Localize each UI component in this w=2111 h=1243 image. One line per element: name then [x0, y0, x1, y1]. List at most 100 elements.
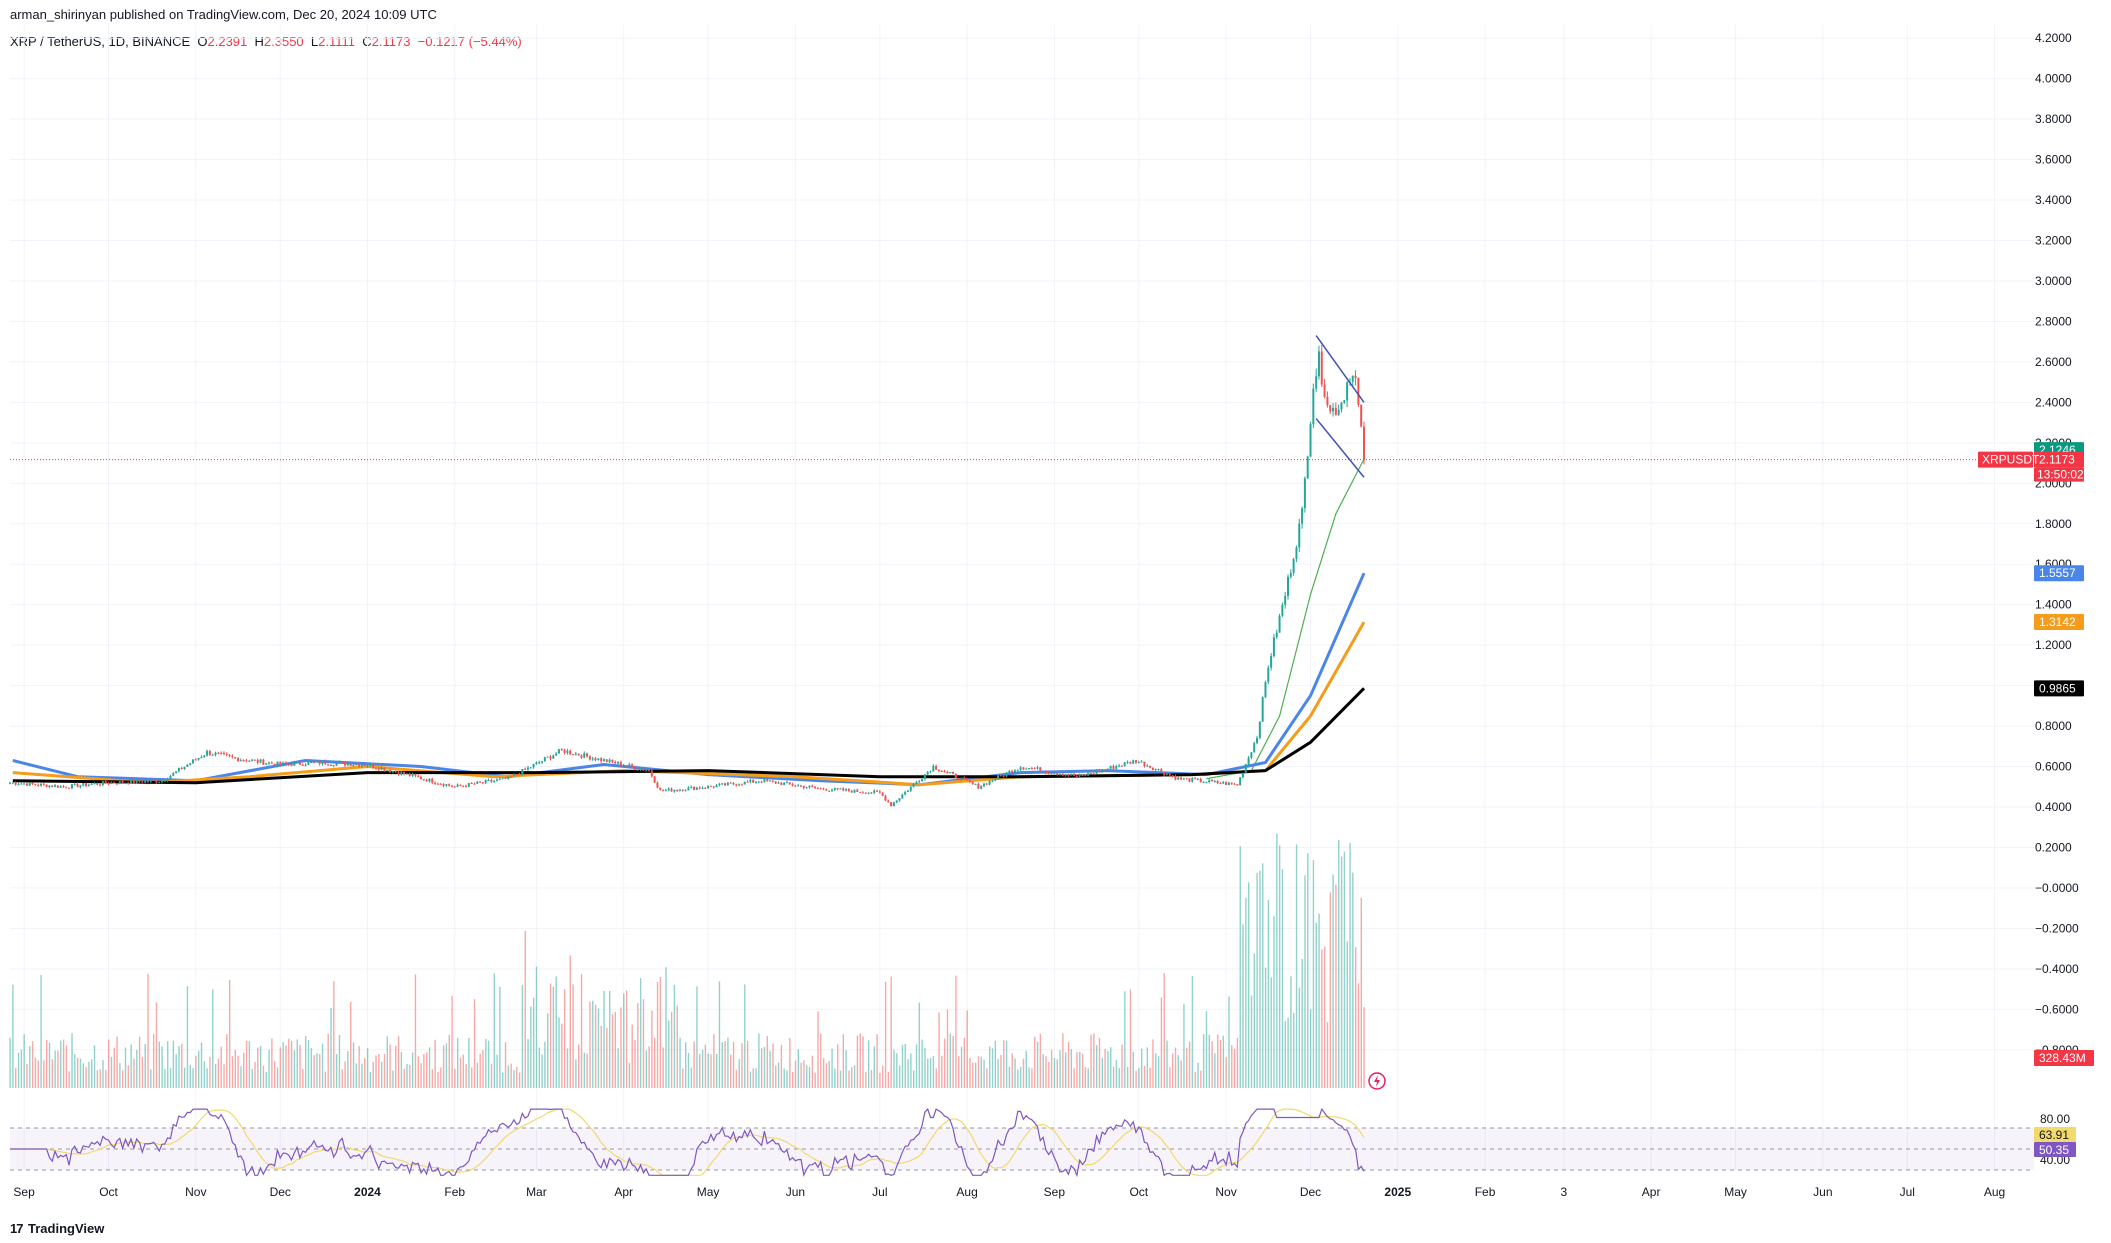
volume-bar: [1326, 1022, 1329, 1088]
candle-body: [431, 778, 434, 783]
volume-bar: [1056, 1059, 1058, 1088]
candle-body: [155, 780, 158, 783]
candle-body: [693, 786, 696, 790]
volume-bar: [983, 1059, 985, 1088]
volume-bar: [324, 1071, 327, 1088]
tradingview-logo[interactable]: 17 TradingView: [10, 1221, 104, 1236]
wedge-trendlines[interactable]: [1315, 335, 1365, 478]
candle-body: [923, 774, 926, 780]
candle-body: [222, 752, 225, 754]
candle-body: [93, 783, 96, 785]
candle-body: [39, 783, 42, 786]
candle-body: [1194, 778, 1197, 780]
candle-body: [937, 769, 940, 772]
candle-body: [1329, 405, 1332, 412]
candle-body: [341, 761, 344, 763]
volume-bar: [465, 1063, 467, 1088]
candle-body: [847, 789, 850, 791]
volume-bar: [186, 986, 189, 1088]
candle-body: [9, 782, 11, 784]
volume-bar: [282, 1042, 284, 1088]
volume-bar: [896, 1053, 898, 1088]
price-candles[interactable]: [9, 344, 1365, 807]
volume-bar: [820, 1033, 822, 1088]
candle-body: [816, 787, 819, 789]
volume-bar: [814, 1072, 816, 1088]
candle-body: [17, 784, 20, 786]
volume-bar: [17, 1052, 20, 1088]
volume-bar: [1031, 1068, 1033, 1088]
candle-body: [991, 780, 994, 782]
candle-body: [602, 759, 605, 762]
price-axis[interactable]: 4.2000 4.0000 3.8000 3.6000 3.4000 3.2000 3.00…: [2035, 31, 2079, 1167]
volume-bar: [189, 1064, 191, 1088]
price-tag: [2034, 680, 2084, 697]
volume-bar: [1197, 1062, 1199, 1088]
time-axis[interactable]: Sep Oct Nov Dec 2024 Feb Mar Apr May Jun Jul Aug Sep…: [13, 1185, 2005, 1199]
candle-body: [293, 762, 296, 766]
candle-body: [45, 784, 48, 788]
volume-bar: [355, 1063, 358, 1088]
volume-bar: [738, 1058, 740, 1088]
candle-body: [79, 785, 82, 788]
candle-body: [228, 754, 231, 756]
volume-bar: [1115, 1059, 1118, 1088]
volume-bar: [837, 1044, 839, 1088]
candle-body: [200, 757, 203, 759]
volume-bar: [214, 1063, 217, 1088]
candle-body: [580, 755, 583, 758]
volume-bar: [887, 1071, 890, 1088]
price-tick-label: 1.4000: [2035, 598, 2072, 612]
candle-body: [1298, 523, 1301, 548]
volume-bar: [1090, 1034, 1092, 1088]
volume-bar: [504, 1042, 507, 1088]
volume-bar: [133, 1058, 135, 1088]
volume-bar: [150, 1069, 152, 1088]
candle-body: [856, 789, 859, 792]
wedge-line-2[interactable]: [1315, 418, 1365, 478]
volume-bar: [54, 1050, 56, 1088]
volume-bar: [400, 1052, 403, 1088]
candle-body: [963, 777, 966, 779]
wedge-line-1[interactable]: [1315, 335, 1365, 403]
volume-bar: [1067, 1042, 1070, 1088]
candle-body: [507, 776, 510, 779]
candle-body: [217, 752, 220, 754]
candle-body: [51, 785, 54, 787]
candle-body: [853, 789, 856, 793]
candle-body: [1134, 760, 1137, 763]
candle-body: [85, 783, 88, 787]
candle-body: [1075, 775, 1078, 777]
candle-body: [957, 778, 960, 781]
candle-body: [704, 787, 707, 789]
candle-body: [273, 763, 276, 766]
candle-body: [307, 762, 310, 765]
volume-bar: [468, 1037, 470, 1088]
candle-body: [380, 767, 383, 770]
volume-bar: [690, 1067, 693, 1088]
volume-bar: [890, 976, 892, 1088]
volume-bar: [943, 1038, 946, 1088]
volume-bar: [882, 1065, 884, 1088]
candle-body: [31, 782, 34, 784]
candle-body: [1078, 774, 1081, 777]
candle-body: [541, 761, 544, 763]
volume-bar: [684, 1042, 687, 1088]
candle-body: [743, 781, 746, 785]
volume-bar: [901, 1044, 904, 1088]
alert-icon[interactable]: [1368, 1072, 1386, 1090]
close-label: C: [362, 34, 372, 49]
volume-bar: [1042, 1054, 1044, 1088]
volume-bar: [766, 1035, 769, 1088]
volume-bar: [831, 1048, 833, 1088]
volume-bar: [921, 1039, 923, 1088]
volume-bar: [1315, 922, 1317, 1088]
candle-body: [766, 779, 769, 781]
volume-bar: [1039, 1033, 1042, 1088]
candle-body: [690, 786, 693, 788]
candle-body: [490, 780, 493, 782]
volume-bar: [606, 1027, 608, 1088]
candle-body: [253, 759, 256, 761]
volume-bar: [1276, 833, 1278, 1088]
